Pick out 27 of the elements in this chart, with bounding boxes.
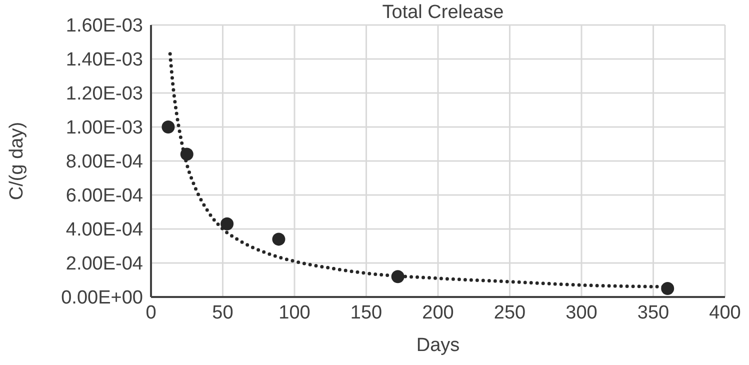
y-tick-label: 2.00E-04 (66, 254, 144, 275)
point (220, 217, 234, 230)
y-tick-label: 0.00E+00 (61, 288, 143, 309)
point (180, 148, 194, 161)
y-tick-label: 6.00E-04 (66, 186, 144, 207)
point (661, 282, 674, 295)
chart-title: Total Crelease (381, 2, 505, 24)
point (162, 120, 175, 134)
y-tick-label: 8.00E-04 (66, 152, 144, 173)
x-tick-label: 100 (278, 302, 310, 324)
y-axis-title: C/(g day) (6, 122, 28, 200)
x-tick-label: 300 (566, 302, 598, 324)
y-tick-label: 1.40E-03 (66, 50, 143, 71)
x-tick-label: 200 (422, 302, 454, 324)
y-tick-label: 4.00E-04 (66, 220, 144, 241)
y-tick-label: 1.60E-03 (66, 16, 143, 37)
x-tick-label: 350 (637, 302, 670, 324)
x-tick-label: 50 (212, 302, 234, 324)
x-tick-label: 150 (350, 302, 382, 324)
point (272, 232, 286, 246)
x-tick-label: 0 (146, 302, 156, 324)
x-tick-label: 400 (709, 302, 741, 324)
point (391, 270, 404, 284)
x-axis-title: Days (416, 335, 460, 356)
y-tick-label: 1.20E-03 (66, 84, 143, 105)
x-tick-label: 250 (494, 302, 526, 324)
y-tick-label: 1.00E-03 (66, 118, 143, 139)
